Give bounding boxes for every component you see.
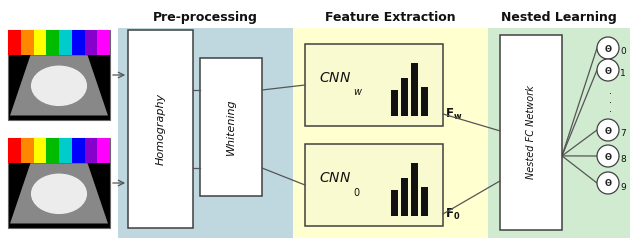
Text: 0: 0: [620, 48, 626, 57]
Ellipse shape: [31, 65, 87, 106]
Text: $\mathbf{\Theta}$: $\mathbf{\Theta}$: [604, 178, 612, 188]
Bar: [97, 138, 110, 163]
Text: $\mathbf{\Theta}$: $\mathbf{\Theta}$: [604, 42, 612, 54]
Text: $\mathbf{\Theta}$: $\mathbf{\Theta}$: [604, 64, 612, 75]
Bar: [401, 78, 408, 116]
Text: Nested FC Network: Nested FC Network: [526, 86, 536, 180]
Bar: [34, 30, 46, 55]
Text: .
.
.: . . .: [609, 86, 612, 114]
Bar: [8, 30, 110, 120]
Text: $\mathit{0}$: $\mathit{0}$: [353, 186, 361, 198]
Text: 1: 1: [620, 69, 626, 79]
Text: Homography: Homography: [155, 93, 165, 165]
Bar: [420, 87, 427, 116]
Text: $\mathit{CNN}$: $\mathit{CNN}$: [319, 171, 351, 186]
Bar: [84, 30, 97, 55]
Text: Whitening: Whitening: [226, 99, 236, 155]
Bar: [21, 138, 34, 163]
Bar: [84, 138, 97, 163]
Bar: [59, 138, 72, 163]
Polygon shape: [10, 55, 108, 116]
Bar: [97, 30, 110, 55]
Polygon shape: [10, 163, 108, 223]
Bar: [72, 138, 84, 163]
Circle shape: [597, 145, 619, 167]
Bar: [8, 138, 21, 163]
Bar: [200, 58, 262, 196]
Text: 9: 9: [620, 183, 626, 191]
Text: Nested Learning: Nested Learning: [501, 11, 617, 24]
Bar: [118, 28, 293, 238]
Bar: [401, 178, 408, 216]
Text: $\mathbf{F_0}$: $\mathbf{F_0}$: [445, 206, 460, 221]
Bar: [46, 138, 59, 163]
Bar: [488, 28, 630, 238]
Circle shape: [597, 37, 619, 59]
Bar: [305, 44, 443, 126]
Bar: [420, 187, 427, 216]
Bar: [8, 30, 21, 55]
Text: $\mathit{w}$: $\mathit{w}$: [353, 87, 363, 96]
Bar: [293, 28, 488, 238]
Bar: [128, 30, 193, 228]
Bar: [72, 30, 84, 55]
Text: $\mathit{CNN}$: $\mathit{CNN}$: [319, 71, 351, 86]
Bar: [8, 138, 110, 228]
Circle shape: [597, 119, 619, 141]
Bar: [391, 90, 398, 116]
Text: Pre-processing: Pre-processing: [153, 11, 258, 24]
Bar: [21, 30, 34, 55]
Text: 8: 8: [620, 155, 626, 164]
Text: Feature Extraction: Feature Extraction: [325, 11, 456, 24]
Bar: [411, 163, 418, 216]
Bar: [411, 63, 418, 116]
Text: 7: 7: [620, 129, 626, 138]
Bar: [305, 144, 443, 226]
Bar: [46, 30, 59, 55]
Circle shape: [597, 172, 619, 194]
Text: $\mathbf{\Theta}$: $\mathbf{\Theta}$: [604, 151, 612, 161]
Circle shape: [597, 59, 619, 81]
Bar: [59, 30, 72, 55]
Bar: [500, 35, 562, 230]
Text: $\mathbf{F_w}$: $\mathbf{F_w}$: [445, 106, 462, 122]
Bar: [34, 138, 46, 163]
Text: $\mathbf{\Theta}$: $\mathbf{\Theta}$: [604, 124, 612, 135]
Bar: [391, 189, 398, 216]
Ellipse shape: [31, 174, 87, 214]
